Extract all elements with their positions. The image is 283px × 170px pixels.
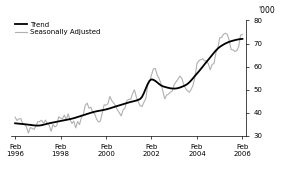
Seasonally Adjusted: [68, 119, 72, 121]
Seasonally Adjusted: [112, 102, 115, 104]
Seasonally Adjusted: [157, 78, 161, 80]
Trend: [38, 124, 41, 126]
Seasonally Adjusted: [27, 132, 30, 134]
Trend: [228, 41, 231, 43]
Trend: [68, 118, 72, 120]
Seasonally Adjusted: [169, 91, 172, 93]
Seasonally Adjusted: [241, 33, 244, 35]
Trend: [169, 87, 172, 89]
Line: Trend: Trend: [15, 39, 243, 126]
Trend: [36, 125, 40, 127]
Seasonally Adjusted: [224, 32, 227, 34]
Seasonally Adjusted: [13, 116, 17, 118]
Trend: [157, 83, 161, 85]
Seasonally Adjusted: [38, 121, 41, 123]
Trend: [112, 106, 115, 108]
Trend: [13, 122, 17, 124]
Legend: Trend, Seasonally Adjusted: Trend, Seasonally Adjusted: [15, 22, 100, 35]
Line: Seasonally Adjusted: Seasonally Adjusted: [15, 33, 243, 133]
Seasonally Adjusted: [229, 48, 233, 50]
Trend: [241, 38, 244, 40]
Y-axis label: '000: '000: [259, 6, 275, 15]
